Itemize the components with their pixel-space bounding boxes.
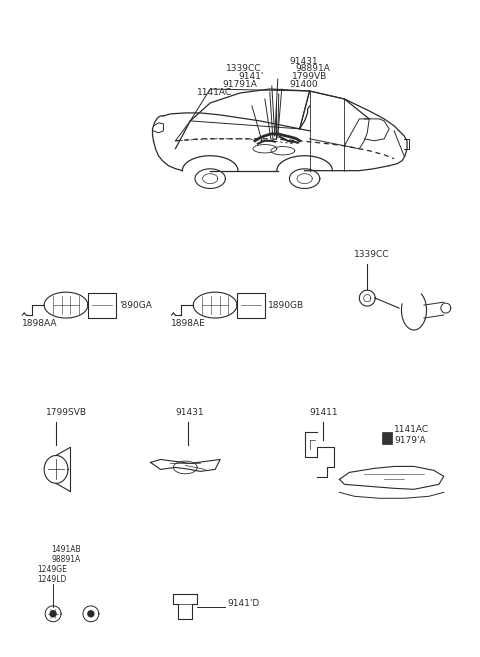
Text: 9179'A: 9179'A <box>394 436 426 445</box>
Text: 9141': 9141' <box>239 72 264 81</box>
Text: 1898AE: 1898AE <box>171 319 206 328</box>
Text: 1799SVB: 1799SVB <box>46 407 87 417</box>
Text: '890GA: '890GA <box>119 301 152 309</box>
Text: 1898AA: 1898AA <box>22 319 58 328</box>
Text: 1141AC: 1141AC <box>197 88 232 97</box>
Text: 1249LD: 1249LD <box>37 575 67 584</box>
Text: 1339CC: 1339CC <box>227 64 262 73</box>
Bar <box>88 292 116 317</box>
Circle shape <box>50 611 56 617</box>
Text: 1799VB: 1799VB <box>292 72 327 81</box>
Text: 1890GB: 1890GB <box>268 301 304 309</box>
Text: 1249GE: 1249GE <box>37 565 67 574</box>
Bar <box>237 292 265 317</box>
Text: 91791A: 91791A <box>222 80 257 89</box>
Text: 91411: 91411 <box>310 407 338 417</box>
Text: 9141'D: 9141'D <box>227 599 259 608</box>
Bar <box>382 432 392 443</box>
Text: 91400: 91400 <box>290 80 318 89</box>
Text: 1491AB: 1491AB <box>51 545 81 554</box>
Text: 91431: 91431 <box>175 407 204 417</box>
Text: 98891A: 98891A <box>51 555 80 564</box>
Text: 98891A: 98891A <box>296 64 331 73</box>
Text: 1141AC: 1141AC <box>394 424 429 434</box>
Text: 1339CC: 1339CC <box>354 250 390 260</box>
Circle shape <box>88 611 94 617</box>
Text: 91431: 91431 <box>290 57 318 66</box>
